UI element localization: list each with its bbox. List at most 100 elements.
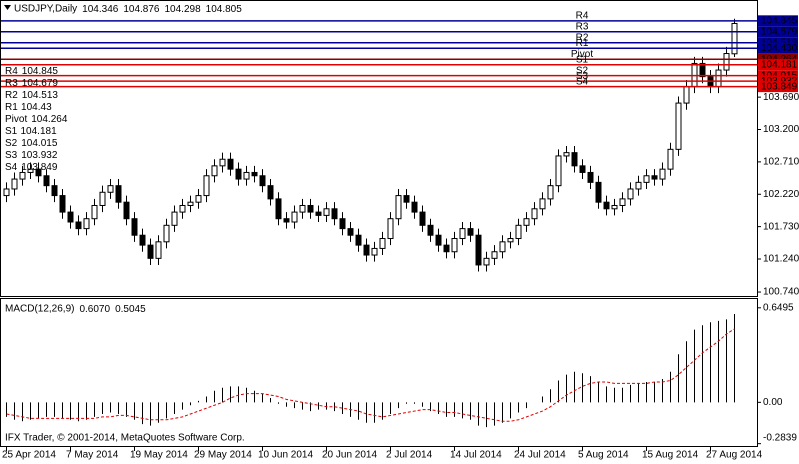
x-tick-label: 24 Jul 2014 xyxy=(514,450,566,461)
candle-body xyxy=(179,204,186,213)
pivot-list-value: 104.513 xyxy=(22,90,59,101)
x-tick-label: 10 Jun 2014 xyxy=(258,450,313,461)
x-tick-label: 15 Aug 2014 xyxy=(642,450,699,461)
candle-body xyxy=(291,211,298,223)
candle-body xyxy=(219,158,226,167)
pivot-list-item: Pivot 104.264 xyxy=(5,114,68,125)
x-tick-label: 27 Aug 2014 xyxy=(706,450,763,461)
pivot-list-item: S3 103.932 xyxy=(5,150,58,161)
candle-body xyxy=(635,181,642,190)
candle-body xyxy=(123,201,130,220)
candle-body xyxy=(667,148,674,170)
x-tick-label: 19 May 2014 xyxy=(130,450,188,461)
candle-body xyxy=(107,185,114,193)
candle-body xyxy=(443,244,450,253)
y-tick-label: 103.690 xyxy=(763,92,799,103)
pivot-name: S3 xyxy=(576,71,589,82)
pivot-list-value: 103.849 xyxy=(21,162,58,173)
candle-body xyxy=(547,185,554,200)
pivot-list-value: 104.43 xyxy=(21,102,52,113)
candle-body xyxy=(51,185,58,197)
candle-body xyxy=(339,218,346,230)
candle-body xyxy=(619,198,626,206)
candle-body xyxy=(603,201,610,210)
candle-body xyxy=(171,211,178,226)
candle-body xyxy=(611,204,618,210)
candle-body xyxy=(347,228,354,236)
pivot-name: Pivot xyxy=(571,49,593,60)
candle-body xyxy=(531,208,538,220)
candle-body xyxy=(211,165,218,177)
x-tick-label: 14 Jul 2014 xyxy=(450,450,502,461)
candle-body xyxy=(19,171,26,180)
pivot-list-item: S1 104.181 xyxy=(5,126,57,137)
ohlc-readout: 104.298 xyxy=(164,4,201,15)
candle-body xyxy=(323,208,330,216)
candle-body xyxy=(627,188,634,200)
labels: 103.690 103.200 102.710 102.220 101.730 101.2… xyxy=(2,15,799,461)
candle-body xyxy=(83,218,90,230)
candle-body xyxy=(475,234,482,266)
candle-body xyxy=(675,102,682,150)
candle-body xyxy=(275,198,282,220)
candle-body xyxy=(371,247,378,256)
candle-body xyxy=(451,238,458,253)
signal-line xyxy=(6,328,735,422)
candle-body xyxy=(187,201,194,206)
candle-body xyxy=(283,218,290,223)
chart-title: USDJPY,Daily 104.346 104.876 104.298 104.805 xyxy=(14,4,242,15)
candle-body xyxy=(299,204,306,213)
candle-body xyxy=(3,188,10,197)
candle-body xyxy=(43,175,50,187)
candle-body xyxy=(411,201,418,213)
candle-body xyxy=(715,69,722,88)
pivot-list-name: S4 xyxy=(5,162,18,173)
pivot-name: S1 xyxy=(576,54,589,65)
x-tick-label: 2 Jul 2014 xyxy=(386,450,433,461)
ohlc-readout: 104.805 xyxy=(206,4,243,15)
candle-body xyxy=(459,228,466,240)
y-tick-label: 100.740 xyxy=(763,287,799,298)
x-tick-label: 29 May 2014 xyxy=(194,450,252,461)
y-tick-label: 103.200 xyxy=(763,124,799,135)
pivot-price-box xyxy=(758,15,798,27)
y-tick-label: 102.710 xyxy=(763,157,799,168)
candle-body xyxy=(235,168,242,180)
candle-body xyxy=(355,234,362,246)
pivot-name: R2 xyxy=(576,32,589,43)
pivot-list-name: R4 xyxy=(5,66,18,77)
candle-body xyxy=(507,238,514,243)
pivot-list-item: R3 104.679 xyxy=(5,78,58,89)
candle-body xyxy=(99,191,106,206)
pivot-price-label: 104.181 xyxy=(761,59,798,70)
candle-body xyxy=(731,22,738,55)
candle-body xyxy=(75,221,82,230)
candle-body xyxy=(379,238,386,249)
y-tick-label: -0.2839 xyxy=(763,433,797,444)
candle-body xyxy=(643,175,650,183)
pivot-price-label: 104.430 xyxy=(761,43,798,54)
candle-body xyxy=(139,234,146,246)
menu-icon xyxy=(4,5,11,10)
candle-body xyxy=(587,171,594,183)
candle-body xyxy=(523,218,530,226)
pivot-name: R3 xyxy=(576,21,589,32)
pivot-name: R4 xyxy=(576,10,589,21)
macd-pane xyxy=(6,307,761,445)
macd-frame xyxy=(0,298,758,447)
candle-body xyxy=(595,181,602,203)
pivot-list-value: 104.181 xyxy=(21,126,58,137)
x-tick-label: 25 Apr 2014 xyxy=(2,450,56,461)
candle-body xyxy=(563,152,570,157)
candle-body xyxy=(91,204,98,220)
candle-body xyxy=(35,168,42,177)
pivot-price-label: 104.845 xyxy=(761,15,798,26)
candle-body xyxy=(67,211,74,223)
candle-body xyxy=(315,211,322,216)
pivot-list-name: R1 xyxy=(5,102,18,113)
candle-body xyxy=(227,158,234,170)
candle-body xyxy=(163,224,170,243)
candle-body xyxy=(651,175,658,180)
candle-body xyxy=(203,175,210,197)
